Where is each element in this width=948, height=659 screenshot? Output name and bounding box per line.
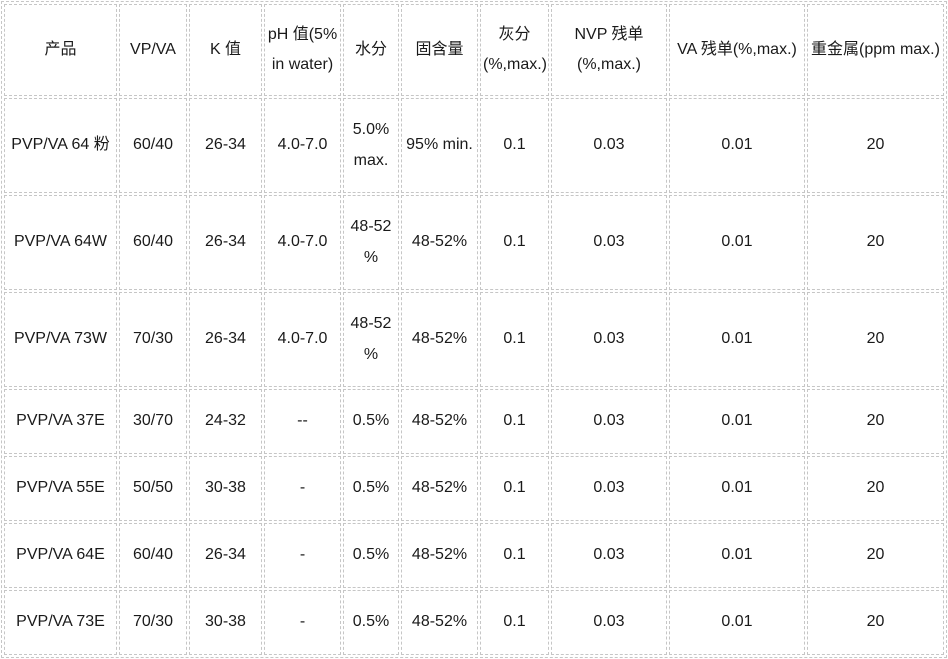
table-cell: 0.03 (551, 456, 667, 521)
column-header-va-residual: VA 残单(%,max.) (669, 4, 805, 96)
product-name-cell: PVP/VA 37E (4, 389, 117, 454)
table-cell: 0.5% (343, 456, 399, 521)
table-cell: 30/70 (119, 389, 187, 454)
product-name-cell: PVP/VA 64 粉 (4, 98, 117, 193)
table-cell: 24-32 (189, 389, 262, 454)
column-header-heavy-metal: 重金属(ppm max.) (807, 4, 944, 96)
table-cell: 30-38 (189, 590, 262, 655)
table-cell: 0.5% (343, 590, 399, 655)
table-cell: 26-34 (189, 523, 262, 588)
column-header-k-value: K 值 (189, 4, 262, 96)
column-header-nvp-residual: NVP 残单 (%,max.) (551, 4, 667, 96)
column-header-solid-content: 固含量 (401, 4, 478, 96)
table-cell: 0.03 (551, 590, 667, 655)
table-cell: 26-34 (189, 98, 262, 193)
table-cell: 30-38 (189, 456, 262, 521)
table-cell: 48-52 % (343, 195, 399, 290)
table-cell: 20 (807, 195, 944, 290)
table-cell: 0.03 (551, 195, 667, 290)
table-cell: 20 (807, 292, 944, 387)
table-cell: 0.1 (480, 195, 549, 290)
table-cell: 4.0-7.0 (264, 98, 341, 193)
table-cell: - (264, 456, 341, 521)
table-cell: 20 (807, 98, 944, 193)
table-cell: 48-52 % (343, 292, 399, 387)
product-name-cell: PVP/VA 73W (4, 292, 117, 387)
table-cell: 60/40 (119, 523, 187, 588)
table-cell: 0.1 (480, 523, 549, 588)
table-cell: 60/40 (119, 195, 187, 290)
table-cell: - (264, 523, 341, 588)
table-cell: 0.01 (669, 389, 805, 454)
column-header-product: 产品 (4, 4, 117, 96)
table-cell: -- (264, 389, 341, 454)
table-cell: 5.0% max. (343, 98, 399, 193)
table-cell: 0.01 (669, 456, 805, 521)
table-cell: 0.01 (669, 195, 805, 290)
table-cell: 0.01 (669, 523, 805, 588)
table-row: PVP/VA 64E 60/40 26-34-0.5% 48-52% 0.1 0.03 0.… (4, 523, 944, 588)
table-cell: 4.0-7.0 (264, 195, 341, 290)
table-cell: 26-34 (189, 292, 262, 387)
table-cell: 0.1 (480, 98, 549, 193)
table-cell: 20 (807, 389, 944, 454)
table-cell: 0.01 (669, 292, 805, 387)
table-row: PVP/VA 55E 50/50 30-38-0.5% 48-52% 0.1 0.03 0.… (4, 456, 944, 521)
table-cell: 0.5% (343, 523, 399, 588)
table-cell: 60/40 (119, 98, 187, 193)
table-cell: 70/30 (119, 590, 187, 655)
table-cell: 48-52% (401, 456, 478, 521)
column-header-ash: 灰分 (%,max.) (480, 4, 549, 96)
table-cell: 20 (807, 523, 944, 588)
table-cell: 70/30 (119, 292, 187, 387)
table-cell: 48-52% (401, 195, 478, 290)
table-cell: 48-52% (401, 292, 478, 387)
table-cell: 4.0-7.0 (264, 292, 341, 387)
table-cell: 0.01 (669, 590, 805, 655)
table-cell: 0.1 (480, 456, 549, 521)
column-header-moisture: 水分 (343, 4, 399, 96)
product-name-cell: PVP/VA 64E (4, 523, 117, 588)
table-cell: 95% min. (401, 98, 478, 193)
table-row: PVP/VA 37E 30/70 24-32 -- 0.5% 48-52% 0.1 0.03 0… (4, 389, 944, 454)
table-cell: 0.01 (669, 98, 805, 193)
table-cell: 48-52% (401, 389, 478, 454)
table-cell: 0.5% (343, 389, 399, 454)
table-row: PVP/VA 64W 60/40 26-34 4.0-7.0 48-52 % 48-52%… (4, 195, 944, 290)
table-row: PVP/VA 73E 70/30 30-38-0.5% 48-52% 0.1 0.03 0.… (4, 590, 944, 655)
table-cell: 50/50 (119, 456, 187, 521)
table-body: PVP/VA 64 粉 60/40 26-34 4.0-7.0 5.0% max. 95%… (4, 98, 944, 655)
table-row: PVP/VA 64 粉 60/40 26-34 4.0-7.0 5.0% max. 95%… (4, 98, 944, 193)
product-name-cell: PVP/VA 73E (4, 590, 117, 655)
column-header-ph: pH 值(5% in water) (264, 4, 341, 96)
product-name-cell: PVP/VA 64W (4, 195, 117, 290)
table-cell: 0.03 (551, 389, 667, 454)
table-cell: 0.03 (551, 98, 667, 193)
header-row: 产品 VP/VA K 值 pH 值(5% in water) 水分 固含量 灰分… (4, 4, 944, 96)
table-row: PVP/VA 73W 70/30 26-34 4.0-7.0 48-52 % 48-52%… (4, 292, 944, 387)
table-cell: 20 (807, 456, 944, 521)
table-cell: 0.03 (551, 292, 667, 387)
table-cell: 26-34 (189, 195, 262, 290)
table-cell: 0.1 (480, 389, 549, 454)
table-cell: 48-52% (401, 523, 478, 588)
table-cell: 0.03 (551, 523, 667, 588)
product-name-cell: PVP/VA 55E (4, 456, 117, 521)
table-cell: 48-52% (401, 590, 478, 655)
column-header-vp-va: VP/VA (119, 4, 187, 96)
table-cell: 20 (807, 590, 944, 655)
table-cell: 0.1 (480, 590, 549, 655)
table-cell: 0.1 (480, 292, 549, 387)
table-cell: - (264, 590, 341, 655)
